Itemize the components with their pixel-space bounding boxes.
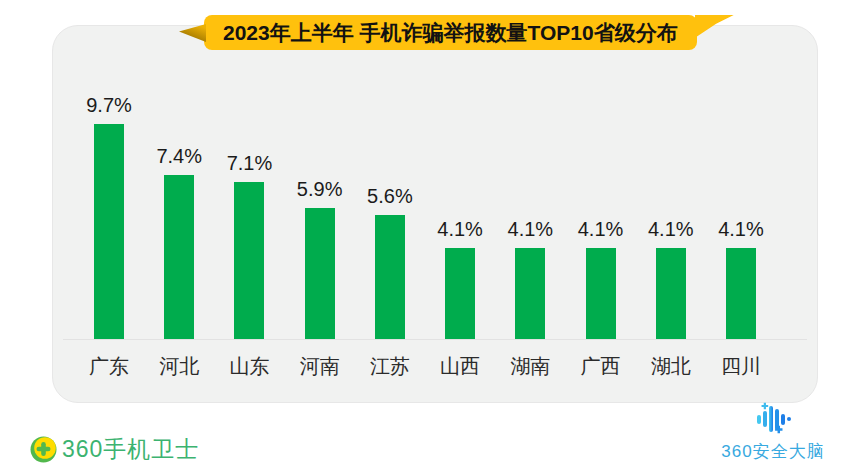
bar	[586, 248, 616, 339]
bar-group: 7.1% 山东	[214, 26, 284, 380]
bar-category-label: 河南	[300, 353, 340, 380]
bar-value-label: 4.1%	[718, 218, 764, 241]
bar-stack: 7.4%	[156, 26, 202, 339]
chart-card: 9.7% 广东 7.4% 河北 7.1% 山东 5.9% 河南 5.6% 江苏	[52, 25, 818, 403]
bar-chart: 9.7% 广东 7.4% 河北 7.1% 山东 5.9% 河南 5.6% 江苏	[74, 26, 776, 380]
bar-value-label: 7.4%	[156, 145, 202, 168]
bar-group: 9.7% 广东	[74, 26, 144, 380]
mobile-guard-logo: 360手机卫士	[30, 434, 199, 465]
mobile-guard-logo-text: 360手机卫士	[62, 434, 199, 465]
bar	[234, 182, 264, 339]
bar-group: 4.1% 广西	[566, 26, 636, 380]
bar-category-label: 河北	[159, 353, 199, 380]
bar-stack: 4.1%	[578, 26, 624, 339]
bar-category-label: 湖北	[651, 353, 691, 380]
x-axis-line	[63, 339, 807, 340]
chart-title-banner: 2023年上半年 手机诈骗举报数量TOP10省级分布	[204, 15, 697, 50]
bar-category-label: 广东	[89, 353, 129, 380]
security-brain-logo: 360安全大脑	[716, 402, 830, 463]
bar	[656, 248, 686, 339]
bar-group: 7.4% 河北	[144, 26, 214, 380]
plus-circle-icon	[30, 436, 57, 463]
bar-value-label: 9.7%	[86, 94, 132, 117]
bar	[94, 124, 124, 339]
bar-group: 5.9% 河南	[285, 26, 355, 380]
chart-title: 2023年上半年 手机诈骗举报数量TOP10省级分布	[223, 21, 678, 44]
bar-value-label: 4.1%	[578, 218, 624, 241]
bar	[445, 248, 475, 339]
bar	[515, 248, 545, 339]
bar-stack: 5.9%	[297, 26, 343, 339]
bar-group: 4.1% 四川	[706, 26, 776, 380]
bar-stack: 7.1%	[227, 26, 273, 339]
bar-stack: 4.1%	[718, 26, 764, 339]
bar-group: 5.6% 江苏	[355, 26, 425, 380]
bar-stack: 4.1%	[508, 26, 554, 339]
bar-category-label: 山东	[229, 353, 269, 380]
bar	[305, 208, 335, 339]
bar-group: 4.1% 湖南	[495, 26, 565, 380]
bar-category-label: 湖南	[510, 353, 550, 380]
bar-stack: 5.6%	[367, 26, 413, 339]
bar-value-label: 4.1%	[648, 218, 694, 241]
bar-group: 4.1% 湖北	[636, 26, 706, 380]
bar-category-label: 江苏	[370, 353, 410, 380]
bar-stack: 9.7%	[86, 26, 132, 339]
bar-stack: 4.1%	[437, 26, 483, 339]
bar-value-label: 4.1%	[437, 218, 483, 241]
bar-value-label: 5.6%	[367, 185, 413, 208]
equalizer-brain-icon	[750, 402, 796, 436]
bar-value-label: 7.1%	[227, 152, 273, 175]
bar	[726, 248, 756, 339]
security-brain-logo-text: 360安全大脑	[721, 440, 824, 463]
bar-value-label: 5.9%	[297, 178, 343, 201]
bar	[375, 215, 405, 339]
bar-stack: 4.1%	[648, 26, 694, 339]
bar-value-label: 4.1%	[508, 218, 554, 241]
bar-category-label: 山西	[440, 353, 480, 380]
bar-category-label: 四川	[721, 353, 761, 380]
bar-category-label: 广西	[581, 353, 621, 380]
bar	[164, 175, 194, 339]
bar-group: 4.1% 山西	[425, 26, 495, 380]
